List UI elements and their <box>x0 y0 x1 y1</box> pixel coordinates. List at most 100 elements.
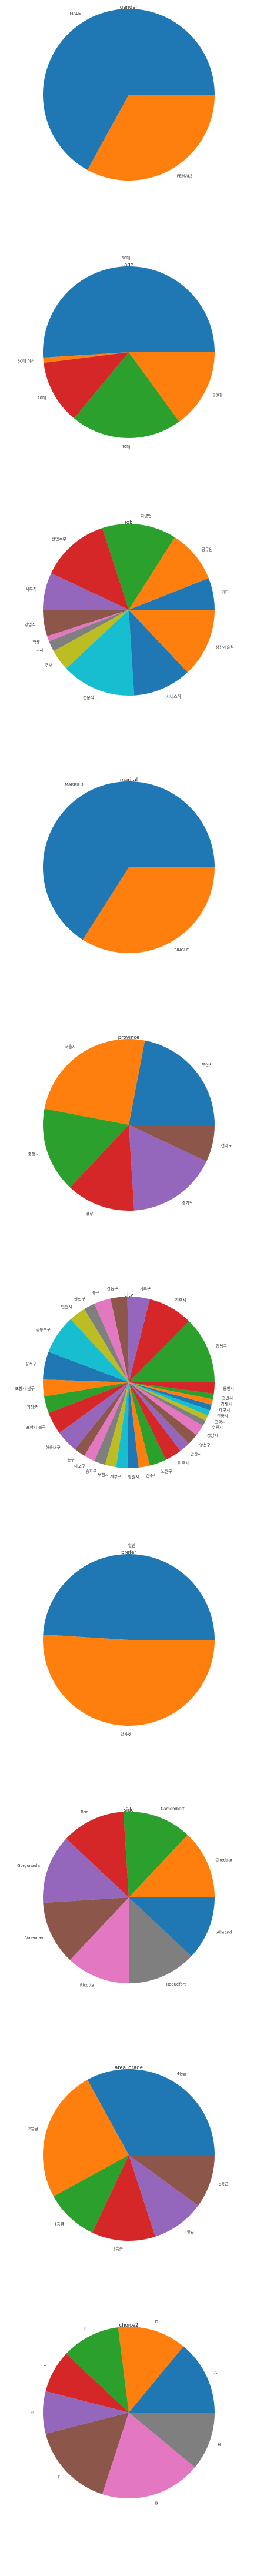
pie-slice <box>129 1125 207 1211</box>
pie-chart-choice2: choice2 A D E C G F B H <box>31 2320 221 2505</box>
slice-label: 부산시 <box>202 1062 213 1067</box>
slice-label: 안양시 <box>217 1414 228 1419</box>
pie-slice <box>71 1309 129 1382</box>
pie-slice <box>129 578 215 610</box>
pie-slice <box>43 352 129 363</box>
slice-label: 강동구 <box>107 1286 118 1291</box>
slice-label: 강남구 <box>216 1343 227 1348</box>
pie-slice <box>129 1382 213 1405</box>
slice-label: 알파벳 <box>121 1732 132 1737</box>
slice-label: MARRIED <box>65 783 84 787</box>
pie-slice <box>129 610 215 673</box>
pie-slice <box>45 2354 129 2413</box>
slice-label: 20대 <box>37 396 46 400</box>
slice-label: C <box>44 2365 46 2370</box>
slice-label: 일반 <box>128 1543 136 1548</box>
pie-slice <box>129 537 209 610</box>
chart-title: gender <box>120 5 138 11</box>
pie-slice <box>129 352 215 422</box>
pie-chart-marital: marital MARRIED SINGLE <box>42 777 215 953</box>
pie-slice <box>129 2413 215 2468</box>
slice-label: 사무직 <box>26 586 37 592</box>
slice-label: 중구 <box>67 1458 75 1462</box>
slice-label: 4등급 <box>177 2072 187 2076</box>
slice-label: 서울시 <box>65 1044 76 1050</box>
pie-slice <box>42 781 215 940</box>
pie-slice <box>43 1352 129 1382</box>
pie-slice <box>129 1835 215 1897</box>
pie-chart-side: side Cheddar Camembert Brie Gorgonzola Valenc… <box>17 1806 232 1987</box>
slice-label: 강서구 <box>25 1361 36 1366</box>
slice-label: 용인시 <box>223 1386 234 1391</box>
pie-slice <box>94 1382 129 1465</box>
pie-slice <box>116 1382 129 1468</box>
slice-label: 기타 <box>222 589 229 594</box>
pie-slice <box>59 1382 129 1449</box>
slice-label: 마포구 <box>74 1464 85 1469</box>
pie-slice <box>92 2155 156 2241</box>
pie-slice <box>129 1382 215 1394</box>
slice-label: 해운대구 <box>46 1445 61 1450</box>
pie-slice <box>43 2391 129 2434</box>
pie-slice <box>70 1125 135 1211</box>
pie-slice <box>110 1297 129 1382</box>
chart-title: province <box>118 1035 140 1041</box>
slice-label: 자영업 <box>141 513 152 519</box>
slice-label: Valencay <box>25 1936 44 1940</box>
pie-slice <box>45 2413 129 2494</box>
slice-label: 안산시 <box>191 1451 202 1456</box>
pie-slice <box>43 1839 129 1903</box>
slice-label: 전주시 <box>178 1461 189 1466</box>
slice-label: 김해시 <box>221 1401 232 1406</box>
pie-slice <box>75 1382 129 1456</box>
pie-chart-age: age 50대 60대 이상 20대 40대 30대 <box>18 256 222 449</box>
slice-label: 교사 <box>36 647 44 653</box>
slice-label: Cheddar <box>215 1858 232 1863</box>
slice-label: Gorgonzola <box>17 1863 40 1868</box>
slice-label: 서비스직 <box>166 694 181 699</box>
pie-slice <box>54 2155 129 2233</box>
slice-label: 40대 <box>122 445 131 449</box>
pie-slice <box>129 1382 150 1468</box>
slice-label: 노원구 <box>161 1468 172 1474</box>
slice-label: 영등포구 <box>36 1327 51 1332</box>
pie-slice <box>129 1897 215 1956</box>
pie-slice <box>48 1382 129 1433</box>
slice-label: Brie <box>81 1810 89 1815</box>
pie-slice <box>102 2413 195 2498</box>
slice-label: 천안시 <box>222 1395 233 1401</box>
chart-title: prefer <box>121 1550 136 1556</box>
pie-slice <box>129 1382 166 1466</box>
pie-slice <box>44 1039 145 1125</box>
pie-chart-area-grade: area_grade 4등급 2등급 1등급 3등급 5등급 6등급 <box>28 2065 229 2252</box>
pie-slice <box>129 1382 212 1411</box>
slice-label: 공무원 <box>202 547 213 552</box>
pie-slice <box>129 1321 215 1382</box>
slice-label: 포항시 북구 <box>26 1425 45 1430</box>
slice-label: 진주시 <box>146 1472 157 1478</box>
pie-slice <box>129 2346 215 2413</box>
slice-label: MALE <box>70 11 81 16</box>
pie-slice <box>129 1125 215 1162</box>
pie-slice <box>74 352 179 438</box>
slice-label: 청주시 <box>175 1298 186 1302</box>
pie-slice <box>84 1304 129 1382</box>
slice-label: FEMALE <box>177 174 193 179</box>
pie-slice <box>49 610 129 651</box>
pie-slice <box>129 1382 214 1399</box>
pie-slice <box>43 1108 129 1188</box>
pie-slice <box>129 1382 189 1451</box>
slice-label: 주부 <box>45 663 53 668</box>
slice-label: 경기도 <box>182 1200 193 1205</box>
pie-slice <box>129 610 188 696</box>
slice-label: 생산기술직 <box>215 644 233 650</box>
slice-label: 부천시 <box>98 1472 109 1477</box>
pie-slice <box>102 524 175 610</box>
slice-label: Almond <box>216 1930 232 1935</box>
pie-slice <box>54 610 129 669</box>
slice-label: 전문직 <box>83 695 94 700</box>
pie-slice <box>129 2155 215 2206</box>
chart-title: age <box>124 262 133 268</box>
pie-slice <box>66 1812 129 1897</box>
